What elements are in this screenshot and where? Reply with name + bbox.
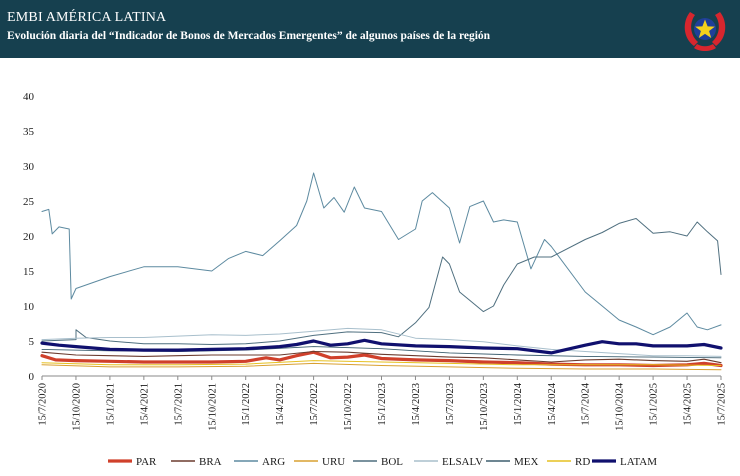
- series-line-uru: [41, 362, 722, 371]
- x-tick-label: 15/1/2021: [105, 383, 116, 426]
- x-tick-label: 15/10/2023: [479, 383, 490, 431]
- y-tick-label: 30: [23, 161, 35, 173]
- y-tick-label: 20: [23, 231, 35, 243]
- y-tick-label: 5: [29, 336, 35, 348]
- y-tick-label: 10: [23, 301, 35, 313]
- series-line-bol: [41, 218, 722, 345]
- legend-label-elsalv: ELSALV: [442, 456, 483, 468]
- series-line-latam: [40, 338, 723, 355]
- x-tick-label: 15/4/2023: [411, 383, 422, 426]
- x-tick-label: 15/7/2020: [38, 383, 49, 426]
- x-tick-label: 15/7/2021: [173, 383, 184, 426]
- x-tick-label: 15/4/2024: [547, 382, 558, 425]
- legend-label-mex: MEX: [514, 456, 539, 468]
- y-tick-label: 40: [23, 91, 35, 103]
- series-line-arg: [41, 172, 722, 336]
- star-emblem-icon: [684, 12, 726, 51]
- x-tick-label: 15/7/2022: [309, 383, 320, 426]
- series-lines: [40, 172, 723, 371]
- x-tick-label: 15/4/2022: [275, 383, 286, 426]
- chart-header: EMBI AMÉRICA LATINA Evolución diaria del…: [0, 0, 740, 58]
- y-tick-label: 35: [23, 126, 35, 138]
- x-tick-label: 15/1/2023: [377, 383, 388, 426]
- x-tick-label: 15/10/2024: [615, 382, 626, 431]
- series-line-bra: [41, 350, 722, 364]
- x-tick-label: 15/1/2024: [513, 382, 524, 425]
- series-line-rd: [41, 360, 722, 366]
- x-tick-label: 15/7/2024: [581, 382, 592, 425]
- legend-label-latam: LATAM: [620, 456, 657, 468]
- x-tick-label: 15/4/2021: [139, 383, 150, 426]
- x-tick-label: 15/10/2020: [71, 383, 82, 431]
- x-tick-label: 15/1/2022: [241, 383, 252, 426]
- legend: PAR BRA ARG URU BOL ELSALV MEX RD LATAM: [108, 456, 657, 468]
- x-tick-label: 15/1/2025: [649, 383, 660, 426]
- y-tick-label: 15: [23, 266, 35, 278]
- legend-label-bol: BOL: [381, 456, 403, 468]
- y-tick-label: 25: [23, 196, 35, 208]
- x-axis: 15/7/2020 15/10/2020 15/1/2021 15/4/2021 15/…: [38, 375, 728, 431]
- chart-subtitle: Evolución diaria del “Indicador de Bonos…: [7, 30, 491, 42]
- x-tick-label: 15/10/2021: [207, 383, 218, 431]
- legend-label-bra: BRA: [199, 456, 222, 468]
- legend-label-par: PAR: [136, 456, 157, 468]
- series-line-elsalv: [41, 327, 722, 357]
- legend-label-arg: ARG: [262, 456, 285, 468]
- y-tick-label: 0: [29, 371, 35, 383]
- chart-title: EMBI AMÉRICA LATINA: [7, 10, 167, 25]
- y-axis: 0 5 10 15 20 25 30 35 40: [23, 91, 35, 383]
- x-tick-label: 15/4/2025: [683, 383, 694, 426]
- legend-label-rd: RD: [575, 456, 590, 468]
- x-tick-label: 15/10/2022: [343, 383, 354, 431]
- legend-label-uru: URU: [322, 456, 345, 468]
- x-tick-label: 15/7/2023: [445, 383, 456, 426]
- x-tick-label: 15/7/2025: [717, 383, 728, 426]
- embi-line-chart: 0 5 10 15 20 25 30 35 40 15/7/2020 15/10/2020 15/1…: [23, 91, 728, 468]
